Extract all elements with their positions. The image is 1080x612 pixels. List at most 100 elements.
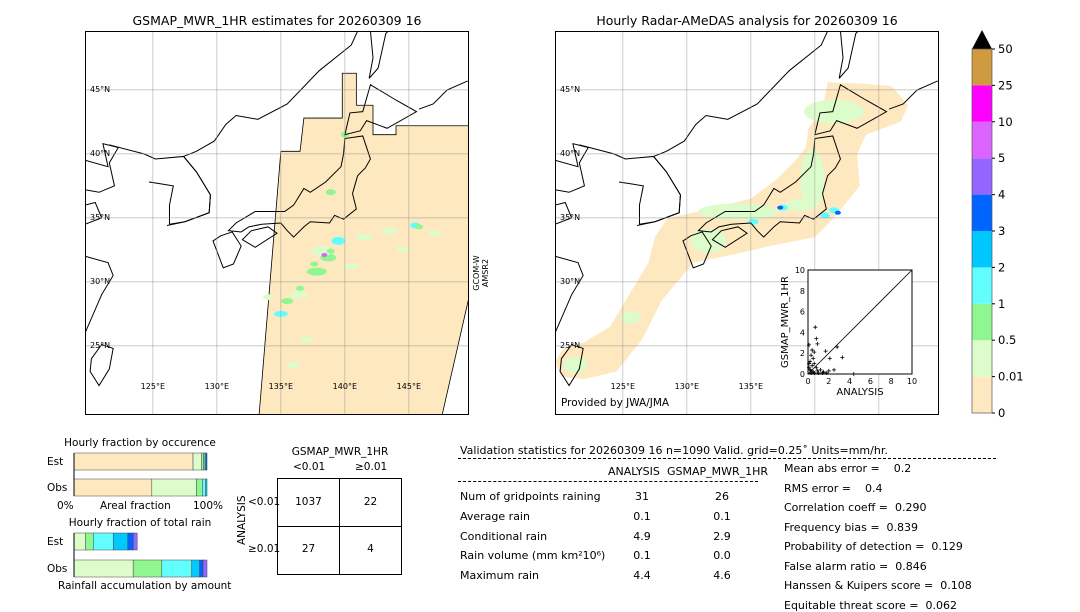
satellite-label: GCOM-W AMSR2 xyxy=(472,243,490,303)
bar-segment xyxy=(202,559,208,578)
data-point xyxy=(807,361,812,366)
colorbar-segment xyxy=(972,49,992,86)
rain-area xyxy=(355,234,374,241)
coastline-japan xyxy=(711,226,748,248)
y-tick-label: 8 xyxy=(800,287,805,296)
lon-label: 130°E xyxy=(205,382,229,391)
bar-segment xyxy=(112,532,129,551)
bar-segment xyxy=(73,478,153,497)
rain-area xyxy=(563,357,588,374)
stats-row-label: Conditional rain xyxy=(460,530,548,543)
satellite-label-2: AMSR2 xyxy=(481,258,490,288)
lon-label: 125°E xyxy=(141,382,165,391)
stats-row-gsmap: 2.9 xyxy=(713,530,731,543)
stats-row-analysis: 4.4 xyxy=(633,569,651,582)
coastline-sakhalin xyxy=(838,31,860,79)
lon-label: 125°E xyxy=(611,382,635,391)
rain-area xyxy=(300,336,313,343)
colorbar-segment xyxy=(972,376,992,413)
x-tick-label: 0 xyxy=(805,377,810,386)
colorbar-extend-arrow xyxy=(972,30,992,49)
y-tick-label: 6 xyxy=(800,308,805,317)
total-rain-bars: Est Obs xyxy=(47,532,208,578)
contingency-table: 1037 22 27 4 xyxy=(277,478,402,575)
rain-area xyxy=(296,285,305,291)
colorbar-tick-label: 3 xyxy=(998,224,1005,238)
coastline-japan xyxy=(682,231,712,269)
bar-segment xyxy=(196,478,203,497)
cell-2-2: 4 xyxy=(367,543,374,555)
rain-area xyxy=(326,248,335,254)
occurrence-bars: Est Obs xyxy=(47,452,208,497)
rain-area xyxy=(800,149,825,210)
lat-label: 30°N xyxy=(560,277,580,286)
x-tick-label: 4 xyxy=(847,377,852,386)
stats-row-label: Average rain xyxy=(460,510,530,523)
coastline-korea xyxy=(109,144,211,225)
occurrence-tick-left: 0% xyxy=(57,500,74,512)
data-point xyxy=(810,348,815,353)
score-line: Mean abs error = 0.2 xyxy=(784,462,912,475)
data-point xyxy=(815,368,820,373)
occurrence-title: Hourly fraction by occurence xyxy=(64,437,216,449)
left-map: 45°N 40°N 35°N 30°N 25°N 125°E 130°E 135°E 140°E… xyxy=(85,31,469,415)
data-point xyxy=(826,368,831,373)
stats-row-label: Num of gridpoints raining xyxy=(460,490,601,503)
data-point xyxy=(835,344,840,349)
bar-segment xyxy=(73,559,134,578)
occurrence-xlabel: Areal fraction xyxy=(100,500,171,512)
bar-segment xyxy=(85,532,94,551)
rain-area xyxy=(343,263,360,270)
colorbar-tick-label: 5 xyxy=(998,151,1005,165)
rain-area xyxy=(748,218,759,225)
coastline-kurils xyxy=(888,80,938,110)
bar-segment xyxy=(151,478,197,497)
rain-area xyxy=(804,99,865,124)
bar-segment xyxy=(202,478,206,497)
colorbar-tick-label: 10 xyxy=(998,115,1013,129)
cell-1-2: 22 xyxy=(363,496,378,508)
rain-area xyxy=(620,311,641,324)
bar-segment xyxy=(93,532,114,551)
data-point xyxy=(824,370,829,375)
rain-area xyxy=(396,246,409,253)
coastline-japan xyxy=(241,226,278,248)
stats-row-label: Maximum rain xyxy=(460,569,539,582)
data-point xyxy=(816,370,821,375)
table-row-title: ANALYSIS xyxy=(236,495,248,545)
bar-category-label: Est xyxy=(47,456,63,468)
x-tick-label: 2 xyxy=(826,377,831,386)
y-tick-label: 4 xyxy=(800,328,805,337)
cell-1-1: 1037 xyxy=(295,496,322,508)
occurrence-tick-right: 100% xyxy=(193,500,224,512)
lat-label: 25°N xyxy=(560,341,580,350)
lon-label: 135°E xyxy=(269,382,293,391)
data-point xyxy=(811,356,816,361)
lat-label: 40°N xyxy=(90,149,110,158)
score-line: False alarm ratio = 0.846 xyxy=(784,559,927,573)
rain-area xyxy=(310,261,319,267)
colorbar: 0 0.01 0.5 1 2 3 4 5 10 25 50 xyxy=(971,30,1024,420)
bar-segment xyxy=(205,452,208,471)
stats-col-gsmap: GSMAP_MWR_1HR xyxy=(667,465,769,478)
total-rain-xlabel: Rainfall accumulation by amount xyxy=(58,580,232,592)
colorbar-segment xyxy=(972,231,992,268)
coastline-japan xyxy=(814,83,888,136)
x-axis-label: ANALYSIS xyxy=(836,387,883,398)
colorbar-tick-label: 2 xyxy=(998,260,1005,274)
colorbar-segment xyxy=(972,194,992,231)
data-point xyxy=(851,372,856,376)
lon-label: 140°E xyxy=(333,382,357,391)
map-frame xyxy=(555,31,939,415)
stats-row-gsmap: 0.0 xyxy=(713,549,731,562)
stats-row-gsmap: 4.6 xyxy=(713,569,731,582)
colorbar-tick-label: 0.5 xyxy=(998,333,1016,347)
cell-2-1: 27 xyxy=(301,543,316,555)
coastline-japan xyxy=(227,135,371,238)
map-frame xyxy=(85,31,469,415)
rain-area xyxy=(325,189,336,196)
x-tick-label: 10 xyxy=(907,377,917,386)
coastline-japan xyxy=(344,83,418,136)
stats-row-analysis: 0.1 xyxy=(633,510,651,523)
